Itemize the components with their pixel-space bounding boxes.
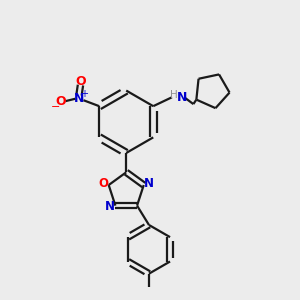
Text: O: O bbox=[98, 177, 108, 190]
Text: O: O bbox=[75, 75, 86, 88]
Text: +: + bbox=[80, 89, 88, 99]
Text: O: O bbox=[56, 94, 67, 108]
Text: H: H bbox=[170, 90, 178, 100]
Text: −: − bbox=[51, 102, 61, 112]
Text: N: N bbox=[74, 92, 84, 105]
Text: N: N bbox=[105, 200, 115, 213]
Text: N: N bbox=[177, 91, 187, 104]
Text: N: N bbox=[144, 177, 154, 190]
